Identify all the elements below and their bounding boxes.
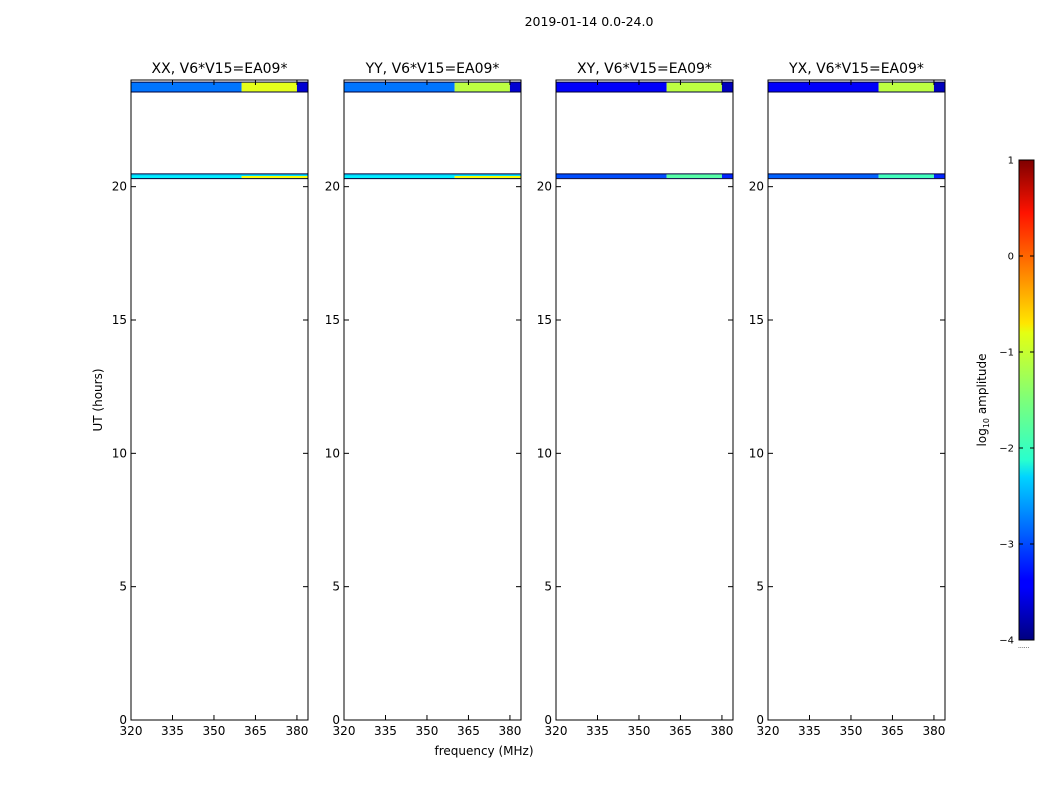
x-tick-label: 350 — [840, 724, 863, 738]
x-tick-label: 380 — [710, 724, 733, 738]
y-tick-label: 15 — [537, 313, 552, 327]
x-tick-label: 365 — [669, 724, 692, 738]
y-tick-label: 5 — [332, 580, 340, 594]
heatmap-cell — [344, 82, 455, 92]
colorbar-tick-label: −1 — [999, 348, 1014, 359]
colorbar-tick-label: 1 — [1008, 156, 1014, 167]
y-tick-label: 20 — [749, 180, 764, 194]
heatmap-cell — [556, 82, 667, 92]
heatmap-cell — [241, 82, 297, 92]
colorbar-tick-label: −3 — [999, 540, 1014, 551]
colorbar-label-suffix: amplitude — [975, 354, 989, 418]
x-tick-label: 335 — [798, 724, 821, 738]
heatmap-cell — [933, 173, 945, 179]
y-tick-label: 10 — [749, 446, 764, 460]
figure-suptitle: 2019-01-14 0.0-24.0 — [525, 14, 654, 29]
panel-1: XX, V6*V15=EA09* 320 335 350 365 380 0 5 10 15 20 — [112, 61, 309, 738]
y-tick-label: 0 — [332, 713, 340, 727]
x-tick-label: 335 — [374, 724, 397, 738]
x-tick-label: 380 — [922, 724, 945, 738]
colorbar-label: log10 amplitude — [975, 354, 991, 447]
panel-3: XY, V6*V15=EA09* 320 335 350 365 380 0 5 10 15 20 — [537, 61, 734, 738]
y-tick-label: 15 — [749, 313, 764, 327]
x-tick-label: 350 — [628, 724, 651, 738]
x-tick-label: 320 — [545, 724, 568, 738]
x-axis-label: frequency (MHz) — [434, 744, 533, 758]
heatmap-cell — [768, 173, 879, 179]
colorbar-tick-label: 0 — [1008, 252, 1014, 263]
panels-group: XX, V6*V15=EA09*320 335 350 365 38005101520Y… — [112, 61, 946, 738]
x-tick-label: 380 — [498, 724, 521, 738]
colorbar-tick-label: −4 — [999, 636, 1014, 647]
x-tick-label: 320 — [120, 724, 143, 738]
colorbar-ticks: 1 0 −1 −2 −3 −4 — [999, 156, 1034, 647]
y-axis-label: UT (hours) — [91, 368, 105, 431]
x-tick-label: 335 — [161, 724, 184, 738]
heatmap-cell — [296, 82, 308, 92]
x-tick-label: 365 — [244, 724, 267, 738]
y-tick-label: 10 — [112, 446, 127, 460]
y-tick-label: 20 — [112, 180, 127, 194]
x-tick-label: 380 — [285, 724, 308, 738]
heatmap-cell — [344, 173, 521, 176]
panel-title: YX, V6*V15=EA09* — [788, 61, 924, 77]
y-tick-label: 5 — [544, 580, 552, 594]
y-tick-label: 10 — [537, 446, 552, 460]
y-tick-label: 10 — [325, 446, 340, 460]
colorbar-tick-label: −2 — [999, 444, 1014, 455]
y-tick-label: 15 — [112, 313, 127, 327]
heatmap-cell — [344, 176, 455, 179]
colorbar-label-prefix: log — [975, 428, 989, 446]
panel-frame — [555, 79, 734, 721]
heatmap-cell — [666, 173, 722, 179]
x-tick-label: 335 — [586, 724, 609, 738]
heatmap-cell — [721, 173, 733, 179]
heatmap-cell — [454, 82, 510, 92]
panel-title: XX, V6*V15=EA09* — [152, 61, 288, 77]
y-tick-label: 5 — [119, 580, 127, 594]
heatmap-cell — [454, 176, 522, 179]
heatmap-cell — [933, 82, 945, 92]
heatmap-cell — [131, 82, 242, 92]
x-tick-label: 365 — [881, 724, 904, 738]
panel-frame — [767, 79, 946, 721]
heatmap-cell — [878, 173, 934, 179]
heatmap-cell — [878, 82, 934, 92]
panel-frame — [343, 79, 522, 721]
x-tick-label: 350 — [416, 724, 439, 738]
colorbar: 10−1−2−3−4 log10 amplitude ...... — [975, 156, 1035, 650]
heatmap-cell — [666, 82, 722, 92]
heatmap-cell — [509, 82, 521, 92]
colorbar-label-subscript: 10 — [982, 418, 991, 428]
y-tick-label: 20 — [325, 180, 340, 194]
y-tick-label: 5 — [756, 580, 764, 594]
panel-4: YX, V6*V15=EA09* 320 335 350 365 380 0 5 10 15 20 — [749, 61, 946, 738]
heatmap-cell — [241, 176, 309, 179]
x-tick-label: 350 — [203, 724, 226, 738]
x-tick-label: 320 — [333, 724, 356, 738]
panel-title: XY, V6*V15=EA09* — [577, 61, 712, 77]
y-tick-label: 0 — [119, 713, 127, 727]
y-tick-label: 15 — [325, 313, 340, 327]
x-tick-label: 320 — [757, 724, 780, 738]
heatmap-cell — [556, 173, 667, 179]
colorbar-footnote: ...... — [1018, 643, 1030, 650]
panel-frame — [130, 79, 309, 721]
heatmap-cell — [131, 176, 242, 179]
panel-2: YY, V6*V15=EA09* 320 335 350 365 380 0 5 10 15 20 — [325, 61, 522, 738]
y-tick-label: 20 — [537, 180, 552, 194]
y-tick-label: 0 — [756, 713, 764, 727]
heatmap-cell — [768, 82, 879, 92]
colorbar-gradient — [1018, 159, 1035, 641]
heatmap-cell — [721, 82, 733, 92]
heatmap-cell — [131, 173, 308, 176]
panel-title: YY, V6*V15=EA09* — [365, 61, 500, 77]
x-tick-label: 365 — [457, 724, 480, 738]
y-tick-label: 0 — [544, 713, 552, 727]
